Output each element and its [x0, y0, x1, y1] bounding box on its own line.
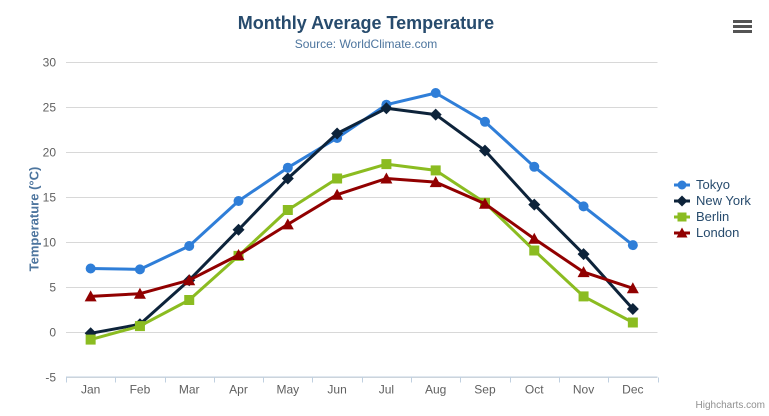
y-axis-label: 20: [43, 146, 57, 160]
data-point-berlin-jun[interactable]: [332, 173, 343, 184]
chart-subtitle: Source: WorldClimate.com: [294, 37, 438, 51]
x-axis-label: Dec: [622, 383, 643, 397]
data-point-london-aug[interactable]: [429, 176, 442, 188]
data-point-new-york-aug[interactable]: [429, 108, 442, 121]
legend-label: New York: [696, 193, 751, 208]
x-axis-label: Oct: [525, 383, 544, 397]
data-point-new-york-apr[interactable]: [232, 223, 245, 236]
x-axis-label: Apr: [229, 383, 248, 397]
hamburger-bar: [733, 29, 752, 33]
legend-item-new-york[interactable]: New York: [674, 193, 751, 208]
y-axis-label: -5: [45, 371, 56, 385]
data-point-london-jan[interactable]: [84, 290, 97, 302]
x-axis-label: Sep: [474, 383, 496, 397]
y-axis-label: 15: [43, 191, 57, 205]
legend-label: Berlin: [696, 209, 729, 224]
data-point-tokyo-feb[interactable]: [134, 264, 145, 275]
chart-title: Monthly Average Temperature: [237, 13, 495, 33]
data-point-tokyo-sep[interactable]: [479, 116, 490, 127]
data-point-new-york-nov[interactable]: [577, 248, 590, 261]
legend-item-tokyo[interactable]: Tokyo: [674, 177, 730, 192]
data-point-london-sep[interactable]: [478, 197, 491, 209]
data-point-new-york-sep[interactable]: [478, 144, 491, 157]
data-point-london-may[interactable]: [281, 218, 294, 230]
x-axis-label: Jun: [327, 383, 346, 397]
data-point-new-york-dec[interactable]: [626, 303, 639, 315]
legend-label: Tokyo: [696, 177, 730, 192]
hamburger-bar: [733, 24, 752, 28]
legend-label: London: [696, 225, 739, 240]
data-point-tokyo-apr[interactable]: [233, 196, 244, 206]
series-line-berlin[interactable]: [89, 162, 635, 342]
data-point-new-york-jun[interactable]: [331, 127, 344, 140]
data-point-tokyo-nov[interactable]: [578, 201, 589, 212]
data-point-berlin-may[interactable]: [282, 205, 293, 215]
legend-item-london[interactable]: London: [674, 225, 739, 240]
hamburger-bar: [733, 19, 752, 23]
x-axis-label: Jan: [81, 383, 100, 397]
data-point-berlin-aug[interactable]: [430, 165, 441, 176]
data-point-tokyo-may[interactable]: [282, 162, 293, 173]
data-point-berlin-dec[interactable]: [627, 317, 638, 328]
series-line-london[interactable]: [89, 177, 635, 298]
data-point-tokyo-oct[interactable]: [529, 161, 540, 172]
y-axis-title: Temperature (°C): [26, 166, 42, 272]
data-point-tokyo-aug[interactable]: [430, 88, 441, 98]
data-point-london-apr[interactable]: [232, 249, 245, 260]
legend-item-berlin[interactable]: Berlin: [674, 209, 729, 224]
data-point-berlin-oct[interactable]: [529, 245, 540, 256]
data-point-london-oct[interactable]: [528, 232, 541, 244]
data-point-tokyo-dec[interactable]: [627, 240, 638, 251]
credits-link[interactable]: Highcharts.com: [695, 400, 765, 411]
x-axis-label: Feb: [130, 383, 151, 397]
legend-marker-berlin: [677, 212, 687, 222]
data-point-tokyo-mar[interactable]: [184, 241, 195, 251]
y-axis-label: 5: [49, 281, 56, 295]
legend-marker-new-york: [676, 195, 688, 207]
context-menu-button[interactable]: [731, 17, 754, 37]
data-point-new-york-jul[interactable]: [380, 102, 393, 115]
data-point-berlin-feb[interactable]: [134, 321, 145, 332]
series-line-new-york[interactable]: [89, 106, 635, 335]
data-point-tokyo-jan[interactable]: [85, 263, 96, 274]
data-point-london-nov[interactable]: [577, 266, 590, 278]
y-axis-label: 0: [49, 326, 56, 340]
hamburger-icon: [733, 19, 752, 33]
data-point-berlin-mar[interactable]: [184, 295, 195, 305]
y-axis-label: 25: [43, 101, 57, 115]
data-point-new-york-may[interactable]: [281, 172, 294, 185]
x-axis-label: Mar: [179, 383, 200, 397]
data-point-london-mar[interactable]: [183, 274, 196, 286]
legend-marker-london: [676, 227, 688, 238]
x-axis-label: May: [276, 383, 299, 397]
data-point-london-feb[interactable]: [133, 287, 146, 299]
data-point-new-york-oct[interactable]: [528, 198, 541, 211]
x-axis-label: Jul: [379, 383, 394, 397]
x-axis-label: Aug: [425, 383, 446, 397]
data-point-berlin-nov[interactable]: [578, 291, 589, 302]
data-point-berlin-jan[interactable]: [85, 334, 96, 345]
data-point-london-jun[interactable]: [331, 188, 344, 200]
y-axis-label: 30: [43, 56, 57, 70]
legend-marker-tokyo: [677, 180, 687, 190]
y-axis-label: 10: [43, 236, 57, 250]
data-point-berlin-jul[interactable]: [381, 159, 392, 170]
x-axis-label: Nov: [573, 383, 594, 397]
data-point-london-dec[interactable]: [626, 282, 639, 294]
data-point-london-jul[interactable]: [380, 172, 393, 184]
